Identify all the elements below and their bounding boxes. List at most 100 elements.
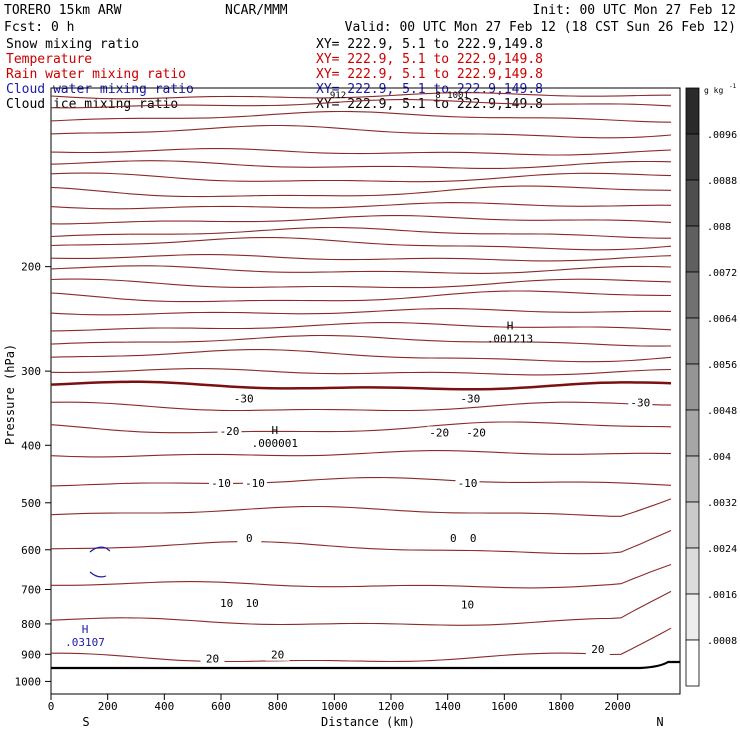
- contour-label: -20: [466, 426, 486, 439]
- x-tick-label: 400: [154, 700, 174, 713]
- x-tick-label: 1000: [321, 700, 348, 713]
- temperature-contour-line: [50, 110, 672, 123]
- contour-label: 20: [271, 649, 284, 662]
- temperature-contour-line: [50, 368, 672, 376]
- top-overlay-labels: 912 8 1001: [330, 91, 469, 101]
- contour-label-bg: [455, 477, 480, 490]
- temperature-contour-line: [50, 322, 672, 332]
- field-xy-range: XY= 222.9, 5.1 to 222.9,149.8: [316, 37, 543, 52]
- extremum-symbol: H: [507, 319, 514, 332]
- field-xy-range: XY= 222.9, 5.1 to 222.9,149.8: [316, 82, 543, 97]
- field-legend: Snow mixing ratio XY= 222.9, 5.1 to 222.9…: [6, 37, 543, 112]
- contour-label: 0: [470, 532, 477, 545]
- valid-time: Valid: 00 UTC Mon 27 Feb 12 (18 CST Sun …: [345, 20, 736, 35]
- temperature-contour-line: [50, 202, 672, 210]
- colorbar-segment: [685, 363, 700, 411]
- temperature-contour-line: [50, 226, 671, 239]
- contour-label: -30: [630, 396, 650, 409]
- y-tick-label: 200: [21, 261, 41, 274]
- colorbar-tick-label: .0016: [707, 590, 737, 601]
- x-tick-label: 200: [98, 700, 118, 713]
- colorbar-tick-label: .0072: [707, 268, 737, 279]
- temperature-contour-line: [50, 265, 672, 274]
- y-axis: 200 300 400 500 600 700 800 900 1000: [15, 261, 51, 688]
- colorbar-tick-label: .0064: [707, 314, 737, 325]
- contour-label-bg: [427, 426, 452, 439]
- temperature-contour-line: [50, 401, 672, 412]
- temperature-contour-line: [50, 290, 672, 303]
- contour-label-bg: [464, 426, 488, 439]
- temperature-contour-line: [50, 172, 672, 183]
- temperature-contour-line: [50, 476, 672, 487]
- temperature-contour-line: [50, 254, 672, 262]
- contour-label-bg: [209, 477, 233, 490]
- field-xy-range: XY= 222.9, 5.1 to 222.9,149.8: [316, 67, 543, 82]
- temperature-contour-line: [50, 185, 672, 198]
- terrain-path: [51, 660, 680, 670]
- colorbar-segment: [685, 639, 700, 687]
- temperature-contour-line: [50, 92, 671, 100]
- field-xy-range: XY= 222.9, 5.1 to 222.9,149.8: [316, 52, 543, 67]
- field-label: Cloud water mixing ratio: [6, 82, 194, 97]
- colorbar-segment: [685, 133, 700, 181]
- top-overlay-label: 8: [435, 91, 440, 101]
- colorbar-segment: [685, 501, 700, 549]
- contour-label-bg: [441, 531, 466, 544]
- contour-label: -10: [458, 477, 478, 490]
- temperature-contour-line: [50, 421, 672, 434]
- contour-label: -30: [460, 393, 480, 406]
- colorbar-tick-label: .0096: [707, 130, 737, 141]
- colorbar-tick-label: .0056: [707, 360, 737, 371]
- x-tick-label: 1600: [491, 700, 518, 713]
- x-left-endpoint: S: [82, 715, 89, 729]
- temperature-contour-line: [50, 215, 672, 225]
- contour-label: 20: [206, 652, 219, 665]
- contour-label: -20: [220, 425, 240, 438]
- terrain-line: [51, 660, 680, 670]
- model-title: TORERO 15km ARW: [4, 3, 122, 18]
- colorbar-segment: [685, 271, 700, 319]
- x-tick-label: 1400: [434, 700, 461, 713]
- y-tick-label: 800: [21, 618, 41, 631]
- x-tick-label: 0: [48, 700, 55, 713]
- contour-label: -30: [234, 393, 254, 406]
- field-label: Snow mixing ratio: [6, 37, 139, 52]
- colorbar-segment: [685, 317, 700, 365]
- temperature-contour-line: [50, 308, 672, 316]
- contour-label-bg: [217, 425, 242, 438]
- colorbar-tick-label: .004: [707, 452, 731, 463]
- colorbar-segment: [685, 225, 700, 273]
- colorbar: .0096 .0088 .008 .0072 .0064 .0056 .0048 .004 .0…: [685, 83, 737, 687]
- org-title: NCAR/MMM: [225, 3, 288, 18]
- contour-label-bg: [628, 396, 653, 409]
- colorbar-tick-label: .0008: [707, 636, 737, 647]
- temperature-contour-line: [50, 124, 672, 139]
- temperature-contour-line: [50, 450, 672, 458]
- temperature-contour-line: [50, 160, 672, 169]
- contour-label-bg: [461, 531, 486, 544]
- temperature-contour-line: [50, 498, 672, 517]
- colorbar-tick-label: .0048: [707, 406, 737, 417]
- extremum-value: .03107: [65, 636, 105, 649]
- temperature-contour-line: [50, 99, 672, 109]
- cloud-water-contour: [89, 546, 111, 578]
- temperature-contour-line: [50, 334, 672, 347]
- colorbar-segment: [685, 409, 700, 457]
- field-label: Temperature: [6, 52, 92, 67]
- extremum-value: .001213: [487, 332, 533, 345]
- contour-label: 10: [461, 599, 474, 612]
- extremum-symbol: H: [82, 623, 89, 636]
- y-tick-label: 500: [21, 497, 41, 510]
- x-tick-label: 600: [211, 700, 231, 713]
- contour-label-bg: [214, 596, 239, 609]
- x-tick-label: 800: [268, 700, 288, 713]
- y-tick-label: 400: [21, 439, 41, 452]
- contour-label-bg: [458, 392, 483, 405]
- contour-label-bg: [585, 642, 610, 655]
- colorbar-tick-label: .0032: [707, 498, 737, 509]
- x-axis: 0 200 400 600 800 1000 1200 1400 1600 1800 2000: [48, 694, 631, 713]
- cloud-water-line: [89, 571, 107, 578]
